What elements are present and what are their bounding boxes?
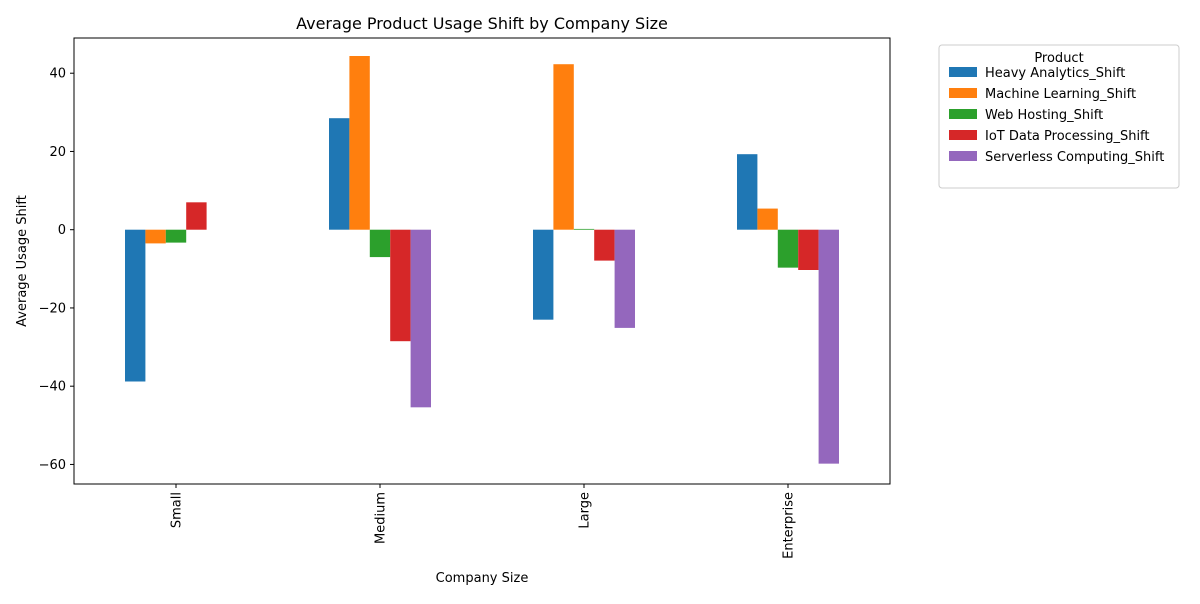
plot-frame	[73, 37, 891, 485]
legend-swatch	[949, 109, 977, 119]
x-axis-label: Company Size	[436, 571, 529, 586]
legend-label: Serverless Computing_Shift	[985, 150, 1164, 165]
legend-swatch	[949, 130, 977, 140]
bar-large-series-4	[594, 229, 615, 261]
bar-large-series-3	[573, 228, 595, 230]
legend-swatch	[949, 151, 977, 161]
x-tick-label: Enterprise	[782, 492, 797, 559]
x-tick-label: Small	[170, 492, 185, 528]
bar-large-series-1	[533, 229, 554, 320]
y-tick-label: 0	[58, 223, 66, 238]
x-tick-label: Large	[578, 492, 593, 529]
bar-medium-series-2	[349, 56, 370, 230]
bar-large-series-2	[553, 64, 574, 230]
y-tick-label: −20	[39, 301, 66, 316]
legend-title: Product	[1034, 51, 1083, 66]
legend-label: Machine Learning_Shift	[985, 87, 1136, 102]
bar-medium-series-3	[369, 229, 391, 258]
bar-small-series-2	[145, 229, 166, 244]
bar-enterprise-series-3	[777, 229, 799, 268]
legend-swatch	[949, 67, 977, 77]
legend-label: IoT Data Processing_Shift	[985, 129, 1150, 144]
y-tick-label: 20	[49, 145, 66, 160]
y-tick-label: −60	[39, 458, 66, 473]
chart-title: Average Product Usage Shift by Company S…	[296, 14, 668, 33]
bar-large-series-5	[614, 229, 635, 328]
bar-medium-series-1	[329, 118, 350, 230]
bar-medium-series-4	[390, 229, 411, 342]
bar-small-series-1	[125, 229, 146, 382]
legend-label: Heavy Analytics_Shift	[985, 66, 1125, 81]
bar-enterprise-series-1	[737, 154, 758, 230]
legend-swatch	[949, 88, 977, 98]
bar-enterprise-series-5	[818, 229, 839, 464]
y-axis: −60 −40 −20 0 20 40	[39, 67, 74, 473]
bars-group	[125, 56, 839, 464]
bar-small-series-3	[165, 229, 187, 243]
bar-medium-series-5	[410, 229, 431, 408]
x-tick-label: Medium	[374, 492, 389, 544]
bar-small-series-4	[186, 202, 207, 230]
bar-enterprise-series-4	[798, 229, 819, 270]
y-tick-label: 40	[49, 67, 66, 82]
legend-box	[938, 44, 1180, 189]
legend-label: Web Hosting_Shift	[985, 108, 1103, 123]
bar-enterprise-series-2	[757, 208, 778, 230]
y-axis-label: Average Usage Shift	[15, 195, 30, 327]
x-axis: Small Medium Large Enterprise	[170, 484, 797, 559]
y-tick-label: −40	[39, 380, 66, 395]
